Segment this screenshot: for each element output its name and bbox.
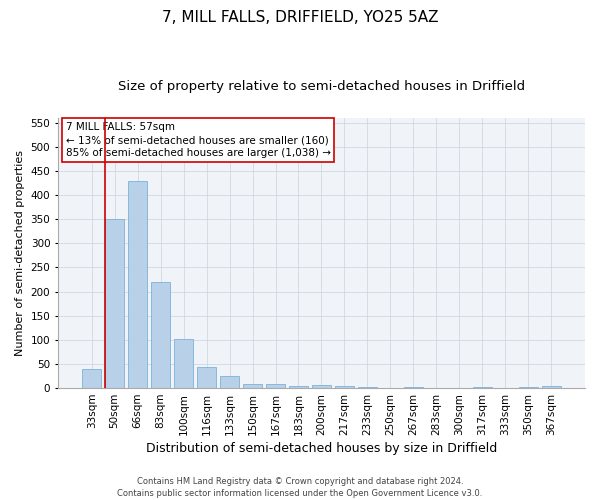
Bar (82, 369, 101, 388)
Bar (358, 387, 377, 388)
Bar (128, 180, 148, 388)
Bar (220, 376, 239, 388)
Y-axis label: Number of semi-detached properties: Number of semi-detached properties (15, 150, 25, 356)
Bar (266, 384, 285, 388)
Bar (289, 386, 308, 388)
Bar (197, 367, 217, 388)
Text: Contains HM Land Registry data © Crown copyright and database right 2024.
Contai: Contains HM Land Registry data © Crown c… (118, 476, 482, 498)
Bar (105, 219, 124, 388)
Bar (473, 386, 492, 388)
Bar (518, 386, 538, 388)
Bar (243, 384, 262, 388)
Bar (542, 386, 561, 388)
Title: Size of property relative to semi-detached houses in Driffield: Size of property relative to semi-detach… (118, 80, 525, 93)
Bar (312, 385, 331, 388)
Text: 7 MILL FALLS: 57sqm
← 13% of semi-detached houses are smaller (160)
85% of semi-: 7 MILL FALLS: 57sqm ← 13% of semi-detach… (66, 122, 331, 158)
Text: 7, MILL FALLS, DRIFFIELD, YO25 5AZ: 7, MILL FALLS, DRIFFIELD, YO25 5AZ (162, 10, 438, 25)
Bar (174, 339, 193, 388)
Bar (335, 386, 354, 388)
X-axis label: Distribution of semi-detached houses by size in Driffield: Distribution of semi-detached houses by … (146, 442, 497, 455)
Bar (404, 386, 423, 388)
Bar (151, 282, 170, 388)
